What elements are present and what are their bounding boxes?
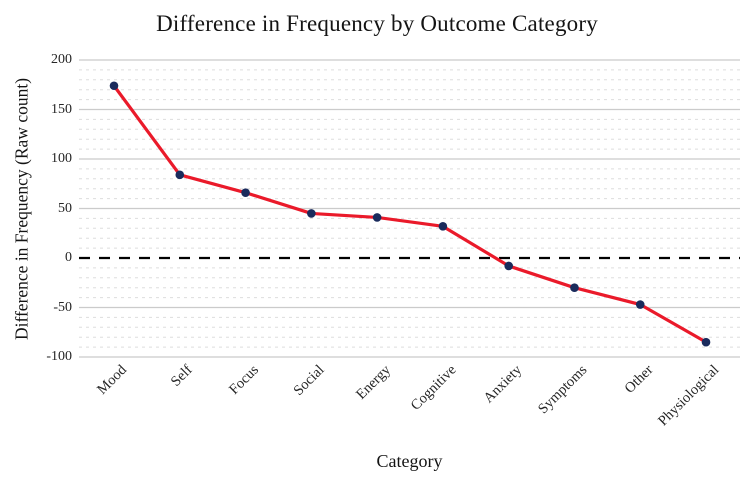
data-point-anxiety xyxy=(504,261,513,271)
y-tick-label: 200 xyxy=(51,52,72,67)
data-point-physiological xyxy=(701,337,711,347)
y-tick-label: -100 xyxy=(46,349,72,364)
data-point-energy xyxy=(372,213,382,222)
data-point-social xyxy=(307,209,316,218)
y-tick-label: -50 xyxy=(53,299,72,315)
data-point-focus xyxy=(241,188,250,197)
data-point-other xyxy=(635,300,645,309)
data-point-self xyxy=(175,170,185,180)
y-tick-label: 150 xyxy=(51,101,72,117)
y-tick-label: 100 xyxy=(51,151,72,166)
data-point-cognitive xyxy=(438,222,448,231)
x-axis-title: Category xyxy=(376,451,443,471)
y-tick-label: 0 xyxy=(65,250,72,265)
data-point-mood xyxy=(109,81,119,91)
data-line xyxy=(112,84,707,344)
data-point-symptoms xyxy=(570,283,579,293)
chart-title: Difference in Frequency by Outcome Categ… xyxy=(156,11,598,36)
y-tick-label: 50 xyxy=(58,200,72,216)
